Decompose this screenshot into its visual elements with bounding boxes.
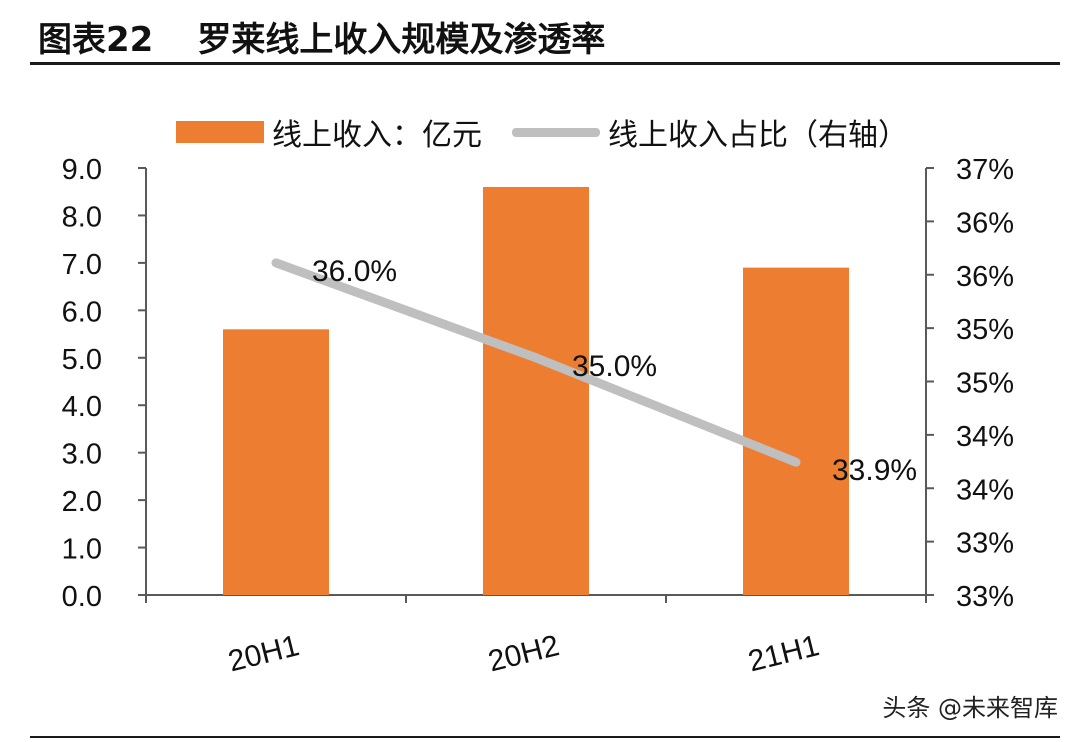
y-left-tick-label: 1.0 <box>62 534 102 566</box>
x-tick-label: 20H1 <box>225 629 303 678</box>
y-right-tick-label: 35% <box>956 314 1014 346</box>
legend-line-swatch <box>512 127 600 137</box>
y-right-tick-label: 37% <box>956 154 1014 186</box>
y-right-tick-label: 33% <box>956 581 1014 613</box>
y-right-tick-label: 34% <box>956 421 1014 453</box>
legend-bar-swatch <box>176 121 264 143</box>
chart-legend: 线上收入：亿元 线上收入占比（右轴） <box>176 112 908 153</box>
x-tick-label: 21H1 <box>745 629 823 678</box>
data-label: 33.9% <box>832 454 917 487</box>
bar-20H1 <box>223 329 329 595</box>
x-tick-label: 20H2 <box>485 629 563 678</box>
figure-number: 图表22 <box>38 20 154 60</box>
y-right-tick-label: 36% <box>956 207 1014 239</box>
y-left-tick-label: 5.0 <box>62 344 102 376</box>
y-left-tick-label: 6.0 <box>62 296 102 328</box>
line-point <box>275 261 277 264</box>
line-point <box>795 461 797 464</box>
y-left-tick-label: 3.0 <box>62 439 102 471</box>
title-rule <box>30 62 1060 65</box>
y-left-tick-label: 2.0 <box>62 486 102 518</box>
y-left-tick-label: 7.0 <box>62 249 102 281</box>
figure-title-text: 罗莱线上收入规模及渗透率 <box>197 20 606 60</box>
line-point <box>535 356 537 359</box>
data-label: 35.0% <box>572 350 657 383</box>
watermark: 头条 @未来智库 <box>882 694 1058 722</box>
y-right-tick-label: 36% <box>956 261 1014 293</box>
y-left-tick-label: 0.0 <box>62 581 102 613</box>
y-right-tick-label: 34% <box>956 474 1014 506</box>
y-left-tick-label: 8.0 <box>62 201 102 233</box>
bar-21H1 <box>743 267 849 595</box>
figure-title: 图表22 罗莱线上收入规模及渗透率 <box>38 12 605 62</box>
bottom-rule <box>30 736 1060 738</box>
legend-line-label: 线上收入占比（右轴） <box>608 118 908 153</box>
data-label: 36.0% <box>312 255 397 288</box>
y-left-tick-label: 9.0 <box>62 154 102 186</box>
bar-20H2 <box>483 186 589 595</box>
y-left-tick-label: 4.0 <box>62 391 102 423</box>
y-right-tick-label: 35% <box>956 368 1014 400</box>
y-right-tick-label: 33% <box>956 528 1014 560</box>
legend-bar-label: 线上收入：亿元 <box>272 118 482 153</box>
